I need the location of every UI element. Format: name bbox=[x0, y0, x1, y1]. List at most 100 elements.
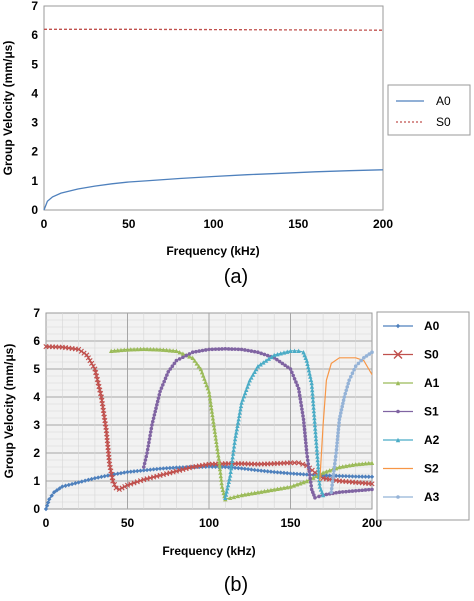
chart-b-series-a2-point bbox=[269, 354, 274, 360]
chart-b-series-a2-point bbox=[246, 381, 251, 386]
chart-b-series-s1-point bbox=[155, 399, 160, 404]
chart-b-series-a1-point bbox=[208, 402, 214, 408]
chart-b-series-s1-point bbox=[259, 351, 263, 356]
chart-b-series-a2-point bbox=[238, 403, 244, 409]
chart-b-series-a1-point bbox=[268, 487, 274, 493]
chart-b-series-a0-point bbox=[115, 471, 120, 476]
chart-b-series-a3-point bbox=[344, 388, 349, 393]
chart-b-series-a0-point bbox=[154, 466, 160, 472]
chart-b-series-s1-point bbox=[252, 349, 257, 354]
chart-b-series-a3-point bbox=[331, 476, 335, 480]
chart-b-series-a1-point bbox=[174, 348, 179, 353]
chart-b-series-a1-point bbox=[272, 487, 277, 492]
chart-b-series-s1-point bbox=[297, 390, 301, 394]
chart-b-series-s0-point bbox=[119, 485, 125, 491]
chart-b-series-s1-point bbox=[168, 367, 173, 371]
chart-b-series-a2-point bbox=[233, 433, 238, 438]
chart-b-series-a3-point bbox=[332, 465, 337, 470]
chart-b-series-s1-point bbox=[340, 490, 345, 494]
chart-b-series-s1-point bbox=[161, 383, 165, 387]
chart-b-series-a2-point bbox=[227, 473, 233, 478]
chart-b-series-a1-point bbox=[192, 358, 197, 363]
chart-b-series-a0-point bbox=[60, 484, 65, 489]
chart-b-series-a2-point bbox=[309, 380, 314, 386]
chart-b-series-a0-point bbox=[135, 468, 140, 474]
chart-b-series-a1-point bbox=[231, 494, 237, 500]
chart-b-series-a2-point bbox=[229, 462, 234, 467]
chart-b-series-s0-point bbox=[128, 481, 134, 487]
chart-b-series-s1-point bbox=[283, 363, 287, 368]
chart-b-series-a2-point bbox=[234, 426, 240, 432]
chart-b-series-a0-point bbox=[49, 493, 54, 498]
chart-b-series-a0-point bbox=[197, 464, 202, 470]
chart-b-series-s1-point bbox=[150, 423, 154, 427]
chart-b-series-s0-point bbox=[110, 478, 116, 484]
chart-b-series-a0-point bbox=[369, 474, 375, 479]
chart-b-series-a3-point bbox=[347, 378, 351, 383]
chart-b-series-a1-point bbox=[314, 473, 319, 479]
chart-b-series-a2-point bbox=[315, 454, 320, 459]
chart-b-series-s1-point bbox=[308, 480, 313, 484]
chart-b-series-a1-point bbox=[167, 348, 173, 353]
chart-a-xtick-label: 50 bbox=[122, 217, 136, 231]
chart-b-series-s1-point bbox=[147, 440, 151, 445]
chart-b-series-a2-point bbox=[314, 443, 319, 449]
chart-b-series-s1-point bbox=[296, 386, 301, 391]
chart-b-series-a1-point bbox=[204, 382, 209, 388]
chart-b-series-a1-point bbox=[249, 491, 254, 496]
chart-a-legend-label-a0: A0 bbox=[436, 94, 451, 108]
chart-b-series-a2-point bbox=[314, 450, 320, 456]
chart-b-series-a1-point bbox=[221, 490, 226, 496]
chart-b-ylabel: Group Velocity (mm/μs) bbox=[2, 344, 16, 479]
chart-b-series-a0-point bbox=[343, 473, 349, 479]
chart-b-series-a2-point bbox=[278, 351, 283, 356]
chart-b-series-a1-point bbox=[190, 355, 195, 360]
chart-b-series-s1-point bbox=[303, 431, 307, 435]
chart-b-legend-label-a1: A1 bbox=[424, 376, 440, 390]
chart-b-series-a1-point bbox=[214, 439, 219, 444]
chart-b-series-a2-point bbox=[306, 368, 312, 373]
chart-b-series-a0-point bbox=[353, 474, 358, 479]
chart-b-ytick-label: 6 bbox=[33, 334, 40, 348]
chart-b-series-a0-point bbox=[177, 465, 182, 470]
chart-b-legend-marker-a2 bbox=[395, 437, 401, 443]
chart-b-series-s1-point bbox=[334, 490, 338, 495]
chart-b-series-a0-point bbox=[66, 482, 72, 488]
chart-b-series-a1-point bbox=[214, 442, 220, 448]
chart-b-series-a0-point bbox=[167, 465, 173, 471]
chart-b-series-a1-point bbox=[187, 354, 192, 359]
chart-b-series-a3-point bbox=[336, 424, 341, 428]
chart-b-series-a2-point bbox=[224, 489, 229, 494]
chart-b-series-s1-point bbox=[152, 413, 157, 417]
chart-b-series-a1-point bbox=[177, 350, 182, 355]
chart-b-series-a1-point bbox=[198, 366, 204, 372]
chart-b-series-a2-point bbox=[309, 384, 315, 389]
chart-b-series-a1-point bbox=[128, 347, 133, 352]
chart-b-series-a0-point bbox=[294, 471, 300, 477]
chart-b-series-a2-point bbox=[305, 361, 310, 366]
chart-b-series-a0-point bbox=[301, 472, 306, 477]
chart-a-panel-label: (a) bbox=[224, 266, 248, 288]
chart-b-series-a1-point bbox=[353, 462, 358, 467]
chart-b-series-a2-point bbox=[223, 492, 229, 497]
chart-b-series-a1-point bbox=[219, 477, 224, 482]
chart-b-series-a2-point bbox=[281, 350, 287, 355]
chart-b-series-s1-point bbox=[157, 392, 162, 397]
chart-b-series-s0-point bbox=[89, 360, 95, 366]
chart-b-series-a2-point bbox=[245, 384, 250, 389]
chart-b-series-a1-point bbox=[164, 347, 169, 353]
chart-b-series-a1-point bbox=[207, 392, 212, 397]
chart-b-series-a1-point bbox=[258, 489, 264, 494]
chart-b-series-a2-point bbox=[310, 398, 316, 403]
chart-b-series-a2-point bbox=[232, 436, 238, 442]
chart-b-series-s1-point bbox=[226, 347, 231, 351]
chart-b-series-a1-point bbox=[301, 479, 306, 485]
chart-b-series-a1-point bbox=[366, 460, 371, 466]
chart-b-series-a2-point bbox=[288, 348, 293, 353]
chart-b-series-a0-point bbox=[79, 479, 85, 484]
chart-b-series-s1-point bbox=[294, 380, 298, 384]
chart-b-series-a2-point bbox=[235, 423, 240, 428]
chart-b-series-s1-point bbox=[142, 461, 147, 466]
chart-b-series-s1-point bbox=[220, 347, 224, 351]
